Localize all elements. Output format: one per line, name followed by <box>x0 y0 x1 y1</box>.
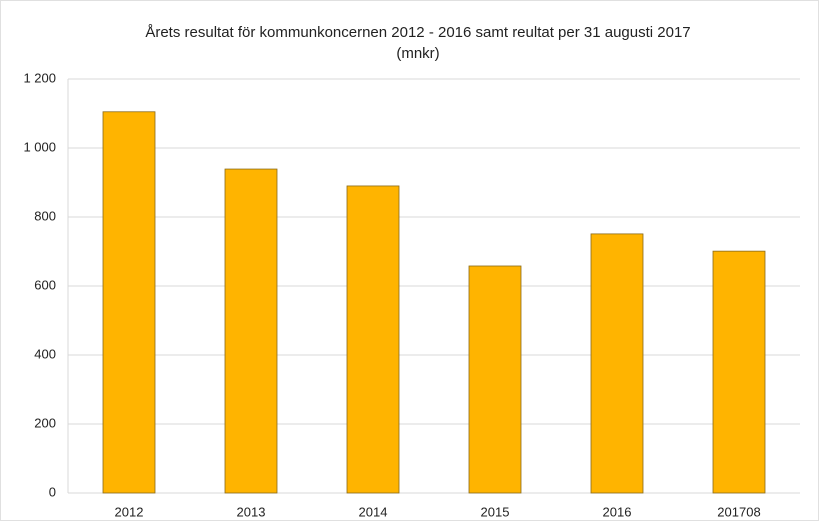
x-tick-label: 2015 <box>481 504 510 519</box>
x-tick-label: 2014 <box>359 504 388 519</box>
y-tick-label: 0 <box>49 484 56 499</box>
y-tick-label: 1 200 <box>23 70 56 85</box>
chart-title: Årets resultat för kommunkoncernen 2012 … <box>145 24 690 41</box>
bar <box>346 185 400 494</box>
x-tick-label: 2016 <box>603 504 632 519</box>
bar <box>468 265 522 494</box>
bar <box>102 111 156 494</box>
x-tick-label: 2013 <box>237 504 266 519</box>
chart-subtitle: (mnkr) <box>396 45 439 62</box>
y-tick-label: 200 <box>34 415 56 430</box>
y-tick-label: 400 <box>34 346 56 361</box>
y-tick-label: 1 000 <box>23 139 56 154</box>
y-tick-label: 800 <box>34 208 56 223</box>
bar <box>224 168 278 494</box>
x-tick-label: 201708 <box>717 504 760 519</box>
x-tick-label: 2012 <box>115 504 144 519</box>
y-tick-label: 600 <box>34 277 56 292</box>
bar <box>712 250 766 494</box>
bar <box>590 233 644 494</box>
